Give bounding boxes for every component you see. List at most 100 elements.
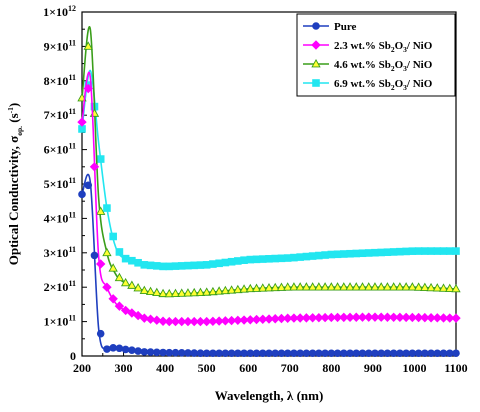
data-point — [445, 349, 454, 358]
data-point — [246, 349, 255, 358]
data-point — [395, 312, 405, 323]
y-tick-exponent: 11 — [68, 279, 76, 288]
data-point — [271, 349, 280, 358]
data-point — [190, 349, 198, 357]
y-tick-mantissa: 1×10 — [43, 5, 68, 19]
data-point — [177, 288, 187, 297]
data-point — [432, 313, 443, 323]
y-axis-label-part: Optical Conductivity, σ — [6, 136, 21, 266]
data-point — [233, 284, 243, 294]
legend-label-part: 3 — [403, 45, 407, 54]
x-tick-label: 500 — [198, 361, 216, 375]
data-point — [164, 316, 174, 327]
y-tick-label: 1×1012 — [43, 4, 76, 19]
data-point — [389, 349, 398, 358]
data-point — [320, 312, 330, 323]
data-point — [314, 282, 324, 291]
x-tick-label: 200 — [73, 361, 91, 375]
data-point — [295, 282, 305, 291]
data-point — [339, 282, 349, 291]
legend-label-part: 2 — [391, 83, 395, 92]
data-point — [314, 312, 324, 323]
data-point — [265, 255, 273, 263]
data-point — [377, 248, 385, 257]
data-point — [84, 181, 93, 190]
y-tick-mantissa: 9×10 — [44, 39, 69, 53]
y-tick-label: 8×1011 — [44, 73, 76, 88]
data-point — [320, 282, 330, 291]
data-point — [276, 282, 287, 291]
data-point — [352, 249, 361, 258]
y-tick-label: 1×1011 — [44, 314, 76, 329]
data-point — [421, 247, 429, 255]
legend-label-part: 6.9 wt.% Sb — [334, 78, 391, 90]
data-point — [290, 253, 298, 262]
y-tick-exponent: 11 — [68, 210, 76, 219]
y-tick-label: 3×1011 — [44, 245, 76, 260]
data-point — [382, 282, 393, 291]
data-point — [121, 345, 130, 354]
data-point — [296, 253, 304, 261]
data-point — [153, 262, 161, 270]
data-point — [414, 247, 423, 255]
data-point — [408, 247, 417, 255]
data-point — [426, 282, 436, 292]
data-point — [333, 349, 342, 358]
data-point — [146, 348, 155, 356]
legend-label-part: 2 — [391, 64, 395, 73]
data-point — [96, 329, 105, 338]
data-point — [115, 248, 124, 256]
data-point — [159, 348, 167, 357]
data-point — [271, 254, 280, 263]
data-point — [340, 250, 348, 258]
data-point — [214, 286, 224, 295]
data-point — [83, 41, 93, 50]
data-point — [327, 349, 336, 358]
data-point — [152, 315, 162, 325]
data-point — [227, 257, 236, 266]
data-point — [114, 272, 125, 282]
data-point — [301, 282, 312, 291]
data-point — [239, 284, 249, 293]
y-axis-label-part: -1 — [6, 107, 15, 113]
data-point — [109, 344, 117, 352]
data-point — [134, 347, 142, 355]
data-point — [134, 258, 142, 267]
data-point — [327, 250, 336, 259]
data-point — [103, 204, 111, 212]
data-point — [133, 310, 143, 321]
data-point — [445, 283, 455, 293]
data-point — [452, 349, 460, 358]
legend-label-part: / NiO — [406, 40, 433, 52]
data-point — [332, 282, 343, 291]
data-point — [433, 349, 442, 358]
data-point — [308, 252, 317, 260]
data-point — [402, 349, 410, 358]
data-point — [108, 263, 118, 272]
x-tick-label: 400 — [156, 361, 174, 375]
data-point — [234, 257, 242, 265]
y-tick-mantissa: 8×10 — [44, 74, 69, 88]
legend-label-part: 2.3 wt.% Sb — [334, 40, 391, 52]
data-point — [165, 262, 174, 271]
data-point — [96, 155, 105, 163]
legend-label: 4.6 wt.% Sb2O3/ NiO — [334, 59, 433, 73]
data-point — [289, 313, 299, 323]
y-tick-mantissa: 3×10 — [44, 246, 69, 260]
data-point — [357, 312, 368, 322]
data-point — [139, 285, 149, 294]
y-tick-mantissa: 2×10 — [44, 280, 69, 294]
data-point — [196, 349, 205, 357]
data-point — [215, 259, 223, 268]
data-point — [382, 312, 393, 322]
data-point — [171, 348, 180, 357]
data-point — [171, 262, 180, 270]
data-point — [396, 349, 404, 358]
data-point — [370, 312, 380, 322]
y-tick-label: 2×1011 — [44, 279, 76, 294]
data-point — [120, 277, 131, 287]
data-point — [345, 312, 355, 323]
data-point — [345, 282, 355, 291]
data-point — [358, 249, 367, 258]
legend-label-part: / NiO — [406, 78, 433, 90]
